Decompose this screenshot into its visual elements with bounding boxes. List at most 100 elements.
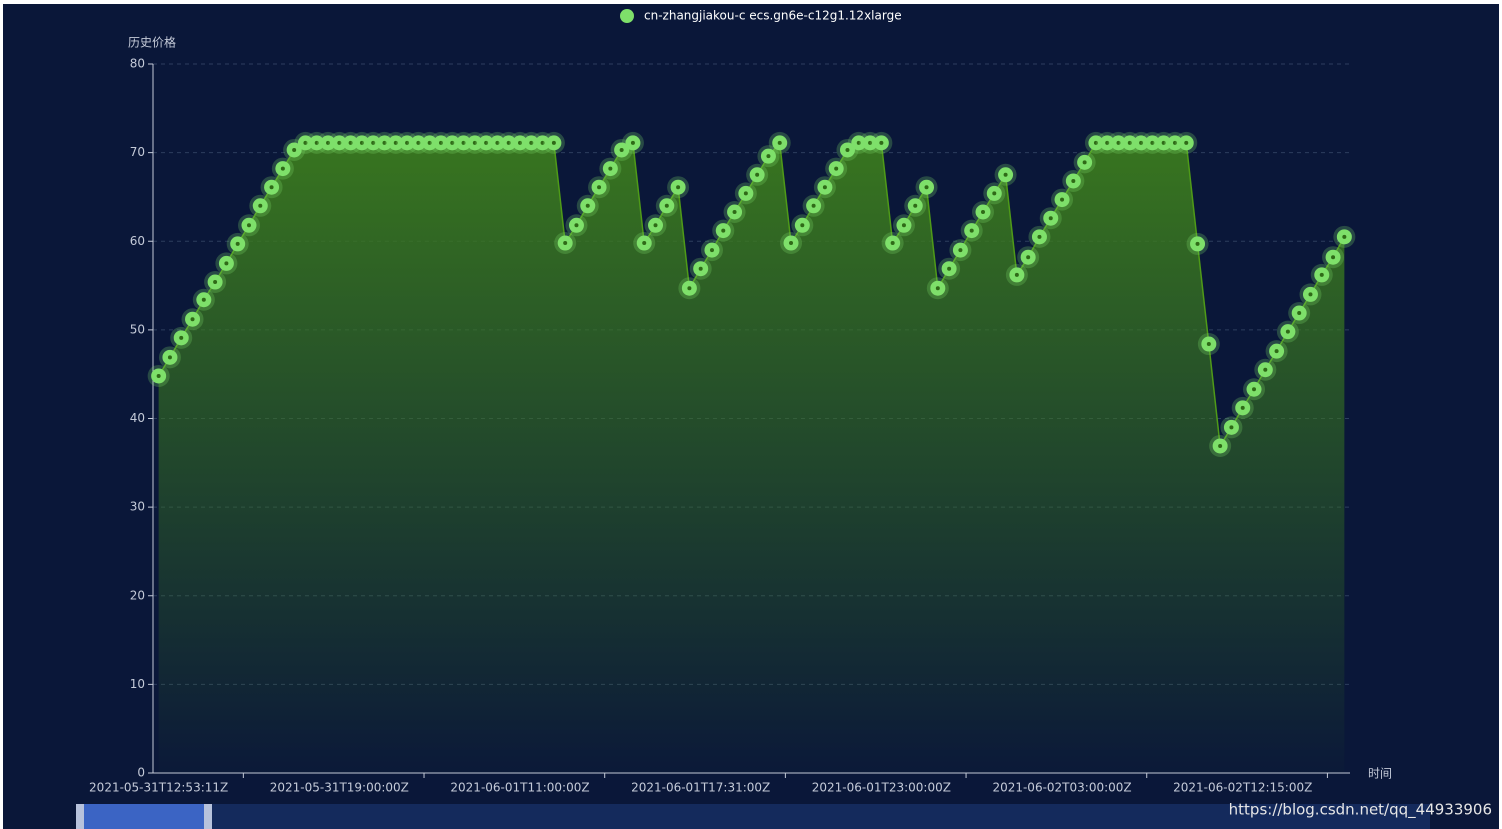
- point-core: [551, 140, 556, 145]
- point-core: [1071, 178, 1076, 183]
- point-core: [969, 228, 974, 233]
- point: [1288, 302, 1311, 325]
- point-core: [472, 140, 477, 145]
- point-core: [585, 203, 590, 208]
- point: [407, 131, 430, 154]
- point: [317, 131, 340, 154]
- point: [1039, 207, 1062, 230]
- point: [700, 239, 723, 262]
- point-core: [743, 191, 748, 196]
- point-core: [698, 266, 703, 271]
- point: [712, 219, 735, 242]
- point: [1017, 246, 1040, 269]
- data-zoom[interactable]: [76, 804, 1430, 829]
- point: [1276, 320, 1299, 343]
- point: [396, 131, 419, 154]
- x-tick-label: 2021-06-01T23:00:00Z: [812, 781, 951, 795]
- point: [892, 214, 915, 237]
- point-core: [1093, 140, 1098, 145]
- point: [1152, 131, 1175, 154]
- point: [1220, 416, 1243, 439]
- point-core: [167, 355, 172, 360]
- point-core: [506, 140, 511, 145]
- point: [271, 157, 294, 180]
- point: [1062, 169, 1085, 192]
- point-core: [382, 140, 387, 145]
- point: [475, 131, 498, 154]
- point-core: [1161, 140, 1166, 145]
- zoom-window[interactable]: [84, 804, 206, 829]
- zoom-handle[interactable]: [76, 804, 84, 829]
- area: [158, 142, 1345, 774]
- point-core: [1331, 255, 1336, 260]
- point-core: [1308, 292, 1313, 297]
- point: [576, 194, 599, 217]
- point: [746, 163, 769, 186]
- point: [1197, 333, 1220, 356]
- point: [780, 232, 803, 255]
- point-core: [1218, 443, 1223, 448]
- point: [215, 252, 238, 275]
- point: [384, 131, 407, 154]
- point: [192, 288, 215, 311]
- legend-label: cn-zhangjiakou-c ecs.gn6e-c12g1.12xlarge: [644, 9, 902, 23]
- point: [226, 232, 249, 255]
- point-core: [687, 286, 692, 291]
- y-tick-label: 0: [137, 766, 145, 780]
- point-core: [856, 140, 861, 145]
- point: [599, 157, 622, 180]
- point-core: [913, 203, 918, 208]
- point: [1322, 246, 1345, 269]
- point: [1028, 225, 1051, 248]
- point: [509, 131, 532, 154]
- point-core: [1274, 349, 1279, 354]
- point: [158, 346, 181, 369]
- point-core: [1172, 140, 1177, 145]
- point-core: [292, 147, 297, 152]
- point-core: [438, 140, 443, 145]
- point: [147, 364, 170, 387]
- y-tick-label: 40: [130, 411, 145, 425]
- point-core: [201, 297, 206, 302]
- point: [1005, 263, 1028, 286]
- point: [1051, 188, 1074, 211]
- point-core: [901, 223, 906, 228]
- point-core: [1150, 140, 1155, 145]
- point-core: [393, 140, 398, 145]
- point-core: [800, 223, 805, 228]
- point-core: [1342, 234, 1347, 239]
- point-core: [980, 210, 985, 215]
- point: [418, 131, 441, 154]
- y-tick-label: 10: [130, 677, 145, 691]
- point-core: [461, 140, 466, 145]
- point-core: [1060, 197, 1065, 202]
- point: [1186, 232, 1209, 255]
- point-core: [676, 185, 681, 190]
- point-core: [190, 317, 195, 322]
- point-core: [1297, 311, 1302, 316]
- point: [1231, 396, 1254, 419]
- point-core: [868, 140, 873, 145]
- point-core: [1014, 272, 1019, 277]
- point: [1118, 131, 1141, 154]
- point: [497, 131, 520, 154]
- point-core: [1026, 255, 1031, 260]
- point: [757, 145, 780, 168]
- point-core: [766, 154, 771, 159]
- point-core: [337, 140, 342, 145]
- point-core: [924, 185, 929, 190]
- point: [1310, 263, 1333, 286]
- zoom-handle[interactable]: [204, 804, 212, 829]
- point-core: [1285, 329, 1290, 334]
- point: [723, 201, 746, 224]
- point: [960, 219, 983, 242]
- point: [938, 257, 961, 280]
- point-core: [777, 140, 782, 145]
- point: [1265, 340, 1288, 363]
- point: [1107, 131, 1130, 154]
- point-core: [1206, 342, 1211, 347]
- point: [1333, 225, 1356, 248]
- point: [1254, 358, 1277, 381]
- point-core: [269, 185, 274, 190]
- point-core: [258, 203, 263, 208]
